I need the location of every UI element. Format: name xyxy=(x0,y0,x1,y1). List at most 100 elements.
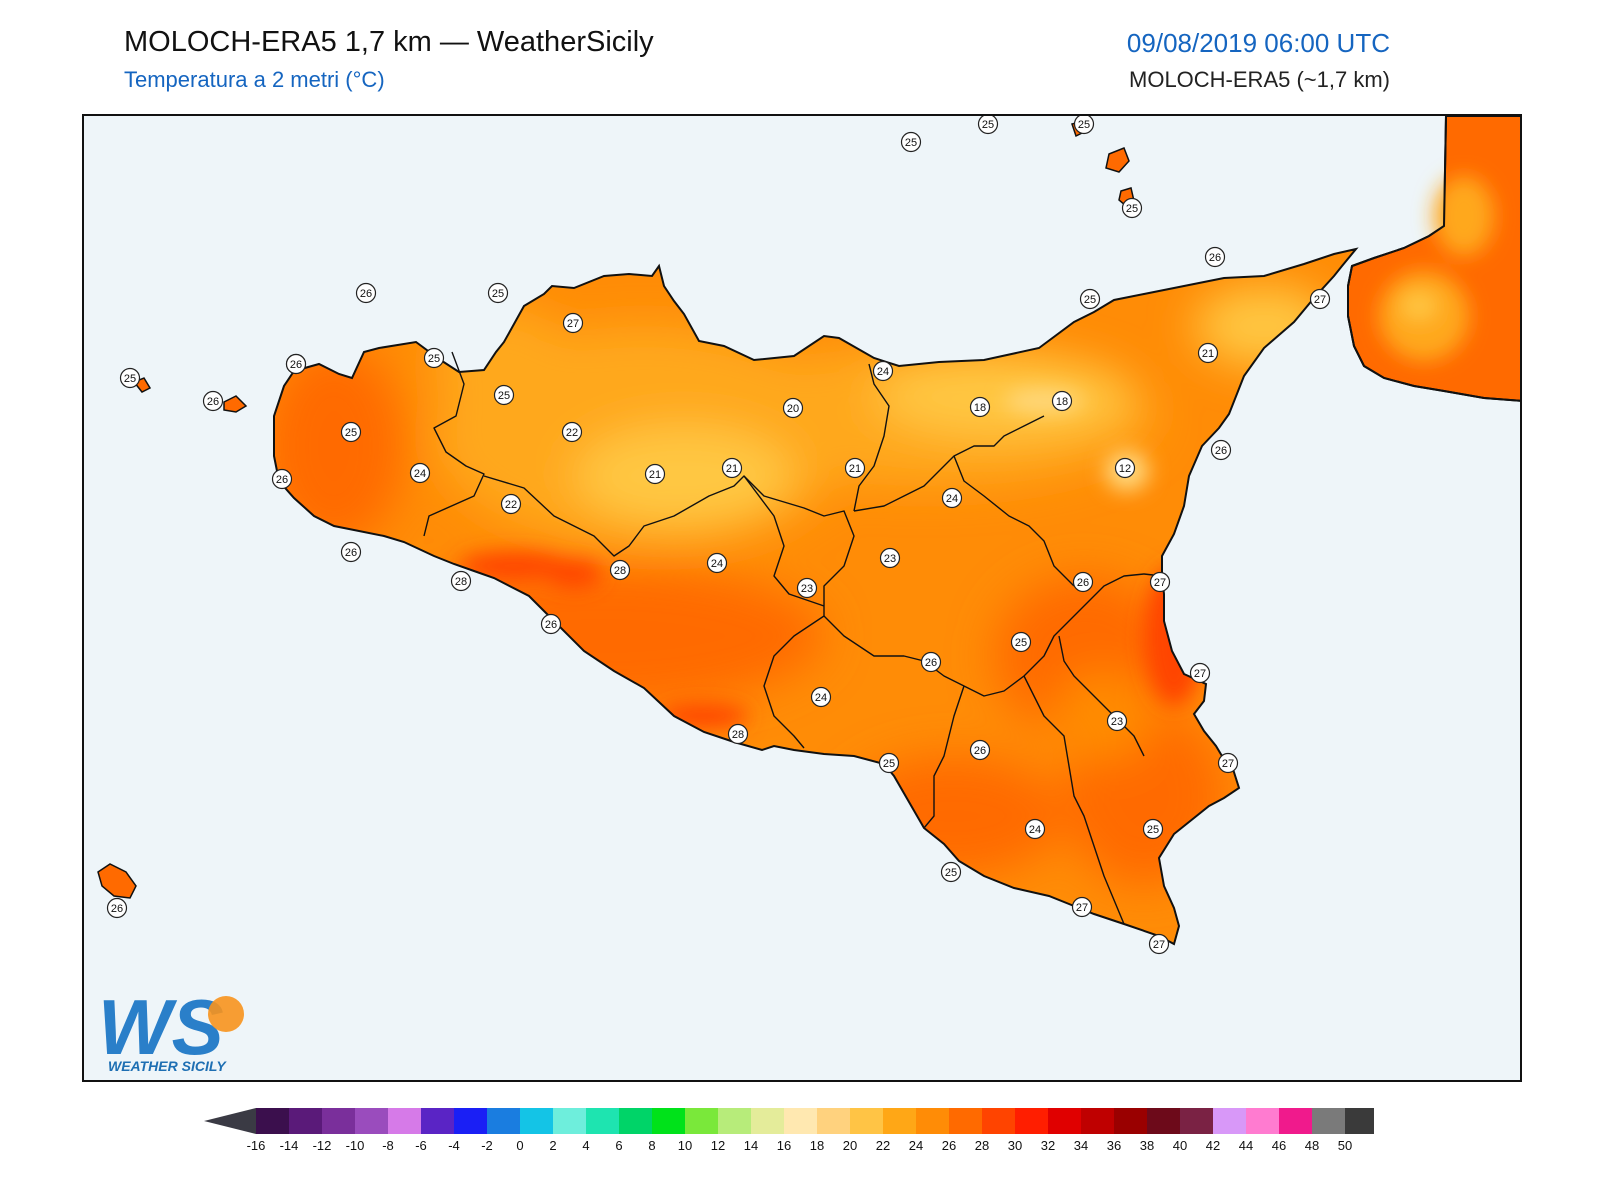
station-marker-circle xyxy=(810,686,832,708)
station-marker-circle xyxy=(721,457,743,479)
station-value: 27 xyxy=(1222,758,1234,770)
station-marker: 21 xyxy=(1197,342,1219,364)
station-marker-circle xyxy=(1309,288,1331,310)
station-value: 24 xyxy=(711,558,723,570)
station-marker-circle xyxy=(493,384,515,406)
station-value: 26 xyxy=(974,745,986,757)
station-value: 18 xyxy=(974,402,986,414)
colorbar-segment xyxy=(1048,1108,1081,1134)
station-value: 22 xyxy=(505,499,517,511)
station-marker-circle xyxy=(1071,896,1093,918)
colorbar-tick-label: -16 xyxy=(246,1138,266,1153)
station-value: 25 xyxy=(883,758,895,770)
station-value: 24 xyxy=(946,493,958,505)
colorbar-segment xyxy=(388,1108,421,1134)
station-marker: 24 xyxy=(872,360,894,382)
colorbar-segment xyxy=(817,1108,850,1134)
station-marker: 20 xyxy=(782,397,804,419)
station-marker-circle xyxy=(1217,752,1239,774)
station-value: 27 xyxy=(567,318,579,330)
colorbar-segment xyxy=(1246,1108,1279,1134)
station-value: 21 xyxy=(649,469,661,481)
colorbar-tick-label: -10 xyxy=(345,1138,365,1153)
station-value: 25 xyxy=(1015,637,1027,649)
colorbar-tick-label: 34 xyxy=(1073,1138,1089,1153)
station-marker: 27 xyxy=(1309,288,1331,310)
station-marker: 22 xyxy=(561,421,583,443)
station-marker-circle xyxy=(844,457,866,479)
station-marker-circle xyxy=(202,390,224,412)
station-marker: 26 xyxy=(969,739,991,761)
station-marker: 25 xyxy=(878,752,900,774)
station-value: 28 xyxy=(732,729,744,741)
colorbar-tick-label: 40 xyxy=(1172,1138,1188,1153)
station-marker-circle xyxy=(487,282,509,304)
station-value: 24 xyxy=(877,366,889,378)
station-marker-circle xyxy=(879,547,901,569)
station-marker-circle xyxy=(1210,439,1232,461)
station-marker-circle xyxy=(782,397,804,419)
station-value: 22 xyxy=(566,427,578,439)
station-value: 26 xyxy=(925,657,937,669)
station-marker: 26 xyxy=(1072,571,1094,593)
station-value: 24 xyxy=(414,468,426,480)
station-value: 25 xyxy=(1147,824,1159,836)
station-marker: 26 xyxy=(271,468,293,490)
station-marker-circle xyxy=(969,739,991,761)
station-marker: 24 xyxy=(409,462,431,484)
station-marker-circle xyxy=(355,282,377,304)
station-value: 27 xyxy=(1194,668,1206,680)
station-marker: 27 xyxy=(562,312,584,334)
border-caltanissetta-west xyxy=(743,475,855,749)
station-marker: 26 xyxy=(340,541,362,563)
station-marker-circle xyxy=(878,752,900,774)
station-marker: 25 xyxy=(493,384,515,406)
station-marker-circle xyxy=(1148,933,1170,955)
station-value: 27 xyxy=(1153,939,1165,951)
colorbar-tick-label: -14 xyxy=(279,1138,299,1153)
colorbar-segment xyxy=(421,1108,454,1134)
logo-sun-icon xyxy=(208,996,244,1032)
station-marker: 25 xyxy=(1073,116,1095,135)
station-value: 21 xyxy=(1202,348,1214,360)
station-marker: 25 xyxy=(487,282,509,304)
station-value: 23 xyxy=(884,553,896,565)
colorbar-segment xyxy=(982,1108,1015,1134)
colorbar-segment xyxy=(784,1108,817,1134)
station-marker-circle xyxy=(562,312,584,334)
station-value: 27 xyxy=(1314,294,1326,306)
station-marker-circle xyxy=(423,347,445,369)
station-value: 25 xyxy=(345,427,357,439)
colorbar-segment xyxy=(322,1108,355,1134)
colorbar-segment xyxy=(355,1108,388,1134)
logo-text: WEATHER SICILY xyxy=(108,1058,226,1074)
station-value: 21 xyxy=(726,463,738,475)
colorbar-tick-label: 46 xyxy=(1271,1138,1287,1153)
station-marker-circle xyxy=(1149,571,1171,593)
station-marker: 27 xyxy=(1217,752,1239,774)
station-marker-circle xyxy=(1073,116,1095,135)
model-label: MOLOCH-ERA5 (~1,7 km) xyxy=(1129,67,1390,92)
station-value: 27 xyxy=(1076,902,1088,914)
station-marker-circle xyxy=(1121,197,1143,219)
logo-mark: WS xyxy=(98,983,224,1071)
station-marker-circle xyxy=(106,897,128,919)
station-marker-circle xyxy=(977,116,999,135)
colorbar-tick-label: 12 xyxy=(710,1138,726,1153)
station-marker: 25 xyxy=(977,116,999,135)
station-marker: 26 xyxy=(1204,246,1226,268)
border-palermo-agrigento xyxy=(483,475,825,607)
station-marker: 24 xyxy=(941,487,963,509)
station-marker: 25 xyxy=(340,421,362,443)
colorbar-segment xyxy=(553,1108,586,1134)
hot-spot-sciacca xyxy=(459,552,569,580)
station-value: 28 xyxy=(614,565,626,577)
station-value: 26 xyxy=(276,474,288,486)
station-marker-circle xyxy=(340,541,362,563)
colorbar-tick-label: 24 xyxy=(908,1138,924,1153)
colorbar-tick-label: 6 xyxy=(615,1138,623,1153)
station-value: 12 xyxy=(1119,463,1131,475)
colorbar-tick-label: 36 xyxy=(1106,1138,1122,1153)
colorbar-segment xyxy=(487,1108,520,1134)
station-marker-circle xyxy=(1072,571,1094,593)
